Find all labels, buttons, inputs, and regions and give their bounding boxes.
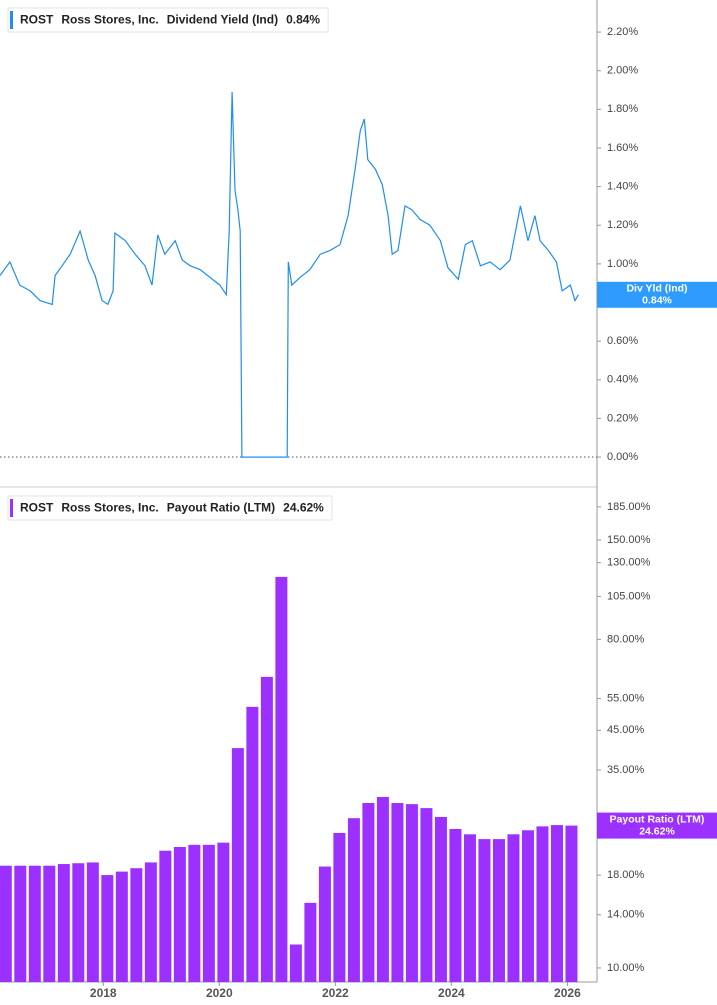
y-tick-label: 55.00%: [607, 692, 645, 704]
y-tick-label: 14.00%: [607, 909, 645, 921]
bar: [420, 808, 433, 982]
bar: [391, 803, 404, 982]
y-tick-label: 2.00%: [607, 65, 638, 77]
y-tick-label: 150.00%: [607, 534, 651, 546]
legend-box: [7, 495, 333, 521]
legend-swatch: [10, 499, 13, 517]
legend-series: Payout Ratio (LTM): [167, 501, 275, 515]
bar: [507, 834, 520, 982]
badge-value: 24.62%: [639, 825, 675, 837]
y-tick-label: 0.00%: [607, 451, 638, 463]
bar: [463, 834, 476, 982]
bar: [434, 816, 447, 982]
bar: [521, 830, 534, 982]
bar: [536, 826, 549, 982]
bar: [260, 676, 273, 982]
bar: [43, 865, 56, 982]
bar: [173, 847, 186, 982]
y-tick-label: 18.00%: [607, 869, 645, 881]
bar: [28, 865, 41, 982]
y-tick-label: 105.00%: [607, 590, 651, 602]
x-tick-label: 2026: [554, 986, 581, 1000]
x-tick-label: 2024: [438, 986, 465, 1000]
bar: [217, 842, 230, 982]
bar: [376, 797, 389, 982]
bar: [246, 706, 259, 982]
y-tick-label: 1.20%: [607, 219, 638, 231]
bar: [565, 825, 578, 982]
bar: [304, 902, 317, 982]
legend-ticker: ROST: [20, 13, 54, 27]
bar: [57, 864, 70, 982]
bar: [14, 865, 27, 982]
bar: [449, 828, 462, 982]
bar: [289, 944, 302, 982]
bar: [101, 875, 114, 982]
bar: [333, 832, 346, 982]
bar: [362, 803, 375, 982]
bar: [275, 576, 288, 982]
bar: [231, 748, 244, 982]
x-tick-label: 2018: [90, 986, 117, 1000]
legend-swatch: [10, 11, 13, 29]
x-tick-label: 2020: [206, 986, 233, 1000]
y-tick-label: 45.00%: [607, 724, 645, 736]
value-badge: [597, 812, 717, 839]
bar: [318, 866, 331, 982]
legend-value: 0.84%: [286, 13, 320, 27]
bar: [115, 871, 128, 982]
bar: [492, 839, 505, 982]
y-tick-label: 0.20%: [607, 412, 638, 424]
badge-label: Div Yld (Ind): [626, 283, 687, 295]
bar: [405, 804, 418, 982]
bar: [144, 862, 157, 982]
y-tick-label: 1.80%: [607, 103, 638, 115]
y-tick-label: 1.40%: [607, 181, 638, 193]
bar: [86, 862, 99, 982]
legend-box: [7, 7, 329, 33]
y-tick-label: 185.00%: [607, 501, 651, 513]
bar: [72, 863, 85, 982]
bar: [188, 844, 201, 982]
y-tick-label: 0.60%: [607, 335, 638, 347]
legend-ticker: ROST: [20, 501, 54, 515]
legend-series: Dividend Yield (Ind): [167, 13, 278, 27]
badge-label: Payout Ratio (LTM): [610, 813, 705, 825]
y-tick-label: 80.00%: [607, 633, 645, 645]
line-series: [0, 91, 579, 458]
bar: [478, 839, 491, 982]
bar: [159, 850, 172, 982]
y-tick-label: 10.00%: [607, 962, 645, 974]
bar: [550, 825, 563, 982]
badge-value: 0.84%: [642, 295, 672, 307]
value-badge: [597, 281, 717, 308]
bar: [0, 865, 12, 982]
y-tick-label: 2.20%: [607, 26, 638, 38]
legend-company: Ross Stores, Inc.: [61, 501, 158, 515]
y-tick-label: 1.60%: [607, 142, 638, 154]
legend-company: Ross Stores, Inc.: [61, 13, 158, 27]
y-tick-label: 35.00%: [607, 764, 645, 776]
bar: [347, 818, 360, 982]
y-tick-label: 130.00%: [607, 557, 651, 569]
y-tick-label: 0.40%: [607, 374, 638, 386]
x-tick-label: 2022: [322, 986, 349, 1000]
y-tick-label: 1.00%: [607, 258, 638, 270]
bar: [130, 868, 143, 982]
bar: [202, 844, 215, 982]
legend-value: 24.62%: [283, 501, 324, 515]
